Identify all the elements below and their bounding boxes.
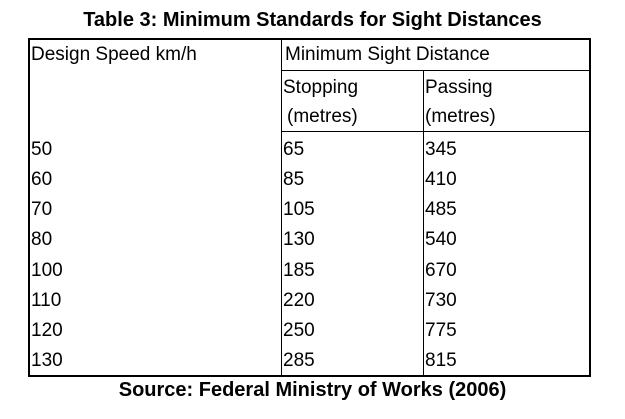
table-title: Table 3: Minimum Standards for Sight Dis… xyxy=(83,9,542,31)
table-cell-stopping: 250 xyxy=(283,320,315,341)
sight-distance-table: Design Speed km/h Minimum Sight Distance… xyxy=(28,38,591,377)
header-divider-bottom xyxy=(281,131,591,132)
table-cell-stopping: 220 xyxy=(283,290,315,311)
table-cell-speed: 50 xyxy=(31,139,53,160)
table-cell-speed: 60 xyxy=(31,169,53,190)
table-cell-stopping: 130 xyxy=(283,229,315,250)
table-cell-stopping: 185 xyxy=(283,260,315,281)
table-cell-passing: 410 xyxy=(425,169,457,190)
table-cell-passing: 345 xyxy=(425,139,457,160)
table-cell-stopping: 105 xyxy=(283,199,315,220)
header-divider-top xyxy=(281,70,591,71)
header-design-speed: Design Speed km/h xyxy=(31,44,197,65)
source-note: Source: Federal Ministry of Works (2006) xyxy=(118,379,507,401)
column-divider-passing xyxy=(423,70,424,375)
column-divider-speed xyxy=(281,40,282,375)
table-cell-stopping: 285 xyxy=(283,350,315,371)
table-cell-passing: 485 xyxy=(425,199,457,220)
table-cell-passing: 815 xyxy=(425,350,457,371)
table-cell-passing: 730 xyxy=(425,290,457,311)
header-passing-unit: (metres) xyxy=(425,106,496,127)
table-cell-passing: 670 xyxy=(425,260,457,281)
header-stopping: Stopping xyxy=(283,77,359,98)
header-passing: Passing xyxy=(425,77,493,98)
table-cell-stopping: 85 xyxy=(283,169,305,190)
header-stopping-unit: (metres) xyxy=(287,106,358,127)
table-cell-speed: 130 xyxy=(31,350,63,371)
table-cell-speed: 110 xyxy=(31,290,62,311)
table-cell-passing: 775 xyxy=(425,320,457,341)
table-cell-speed: 120 xyxy=(31,320,63,341)
header-minimum-sight-distance: Minimum Sight Distance xyxy=(285,44,490,65)
table-cell-stopping: 65 xyxy=(283,139,305,160)
table-cell-speed: 100 xyxy=(31,260,63,281)
table-cell-passing: 540 xyxy=(425,229,457,250)
table-cell-speed: 70 xyxy=(31,199,53,220)
table-cell-speed: 80 xyxy=(31,229,53,250)
